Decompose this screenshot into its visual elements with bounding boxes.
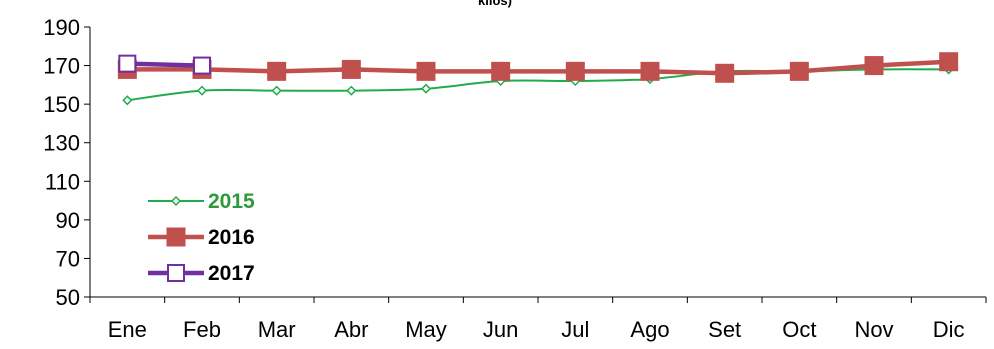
legend-label: 2017 <box>208 262 255 285</box>
x-tick-label: Mar <box>258 317 296 342</box>
y-tick-label: 130 <box>43 131 80 156</box>
series-2017 <box>118 54 211 75</box>
x-tick-label: Feb <box>183 317 221 342</box>
data-point-2016-Jul <box>565 61 585 81</box>
data-point-2015-Mar <box>271 85 282 96</box>
x-tick-label: Oct <box>782 317 816 342</box>
y-tick-label: 150 <box>43 92 80 117</box>
axes: 50 70 90 110 130 150 170 190 Ene Feb Mar Abr May Jun J… <box>43 15 987 342</box>
legend: 2015 2016 2017 <box>148 190 255 285</box>
series-line-2015 <box>126 68 950 102</box>
legend-item-2016: 2016 <box>148 226 255 249</box>
legend-label: 2016 <box>208 226 255 249</box>
y-tick-label: 70 <box>56 246 80 271</box>
series-line-2016 <box>125 59 951 76</box>
y-tick-label: 190 <box>43 15 80 40</box>
legend-swatch-marker <box>166 227 186 247</box>
legend-item-2015: 2015 <box>148 190 255 213</box>
x-tick-label: Ene <box>108 317 147 342</box>
x-tick-label: Dic <box>933 317 965 342</box>
x-tick-label: Abr <box>334 317 368 342</box>
data-point-2016-Mar <box>267 61 287 81</box>
data-point-2016-Set <box>715 63 735 83</box>
data-point-2015-Ene <box>122 95 133 106</box>
x-tick-label: Jul <box>561 317 589 342</box>
x-tick-label: Nov <box>854 317 893 342</box>
y-tick-label: 110 <box>45 169 80 194</box>
data-point-2015-Abr <box>346 85 357 96</box>
data-point-2016-Dic <box>939 52 959 72</box>
x-tick-label: Set <box>708 317 741 342</box>
data-point-2016-May <box>416 61 436 81</box>
data-point-2015-Feb <box>196 85 208 96</box>
data-point-2016-Ago <box>640 61 660 81</box>
x-tick-label: Jun <box>483 317 518 342</box>
legend-swatch-marker <box>170 195 182 207</box>
legend-item-2017: 2017 <box>148 262 255 285</box>
series-layer <box>117 52 959 106</box>
x-tick-label: May <box>405 317 447 342</box>
data-point-2016-Jun <box>491 61 511 81</box>
series-line-2017 <box>125 61 205 68</box>
legend-label: 2015 <box>208 190 255 213</box>
legend-swatch-marker <box>167 264 185 282</box>
data-point-2015-May <box>420 83 432 94</box>
y-tick-label: 170 <box>43 54 80 79</box>
y-tick-label: 90 <box>56 208 80 233</box>
y-tick-label: 50 <box>56 285 80 310</box>
data-point-2016-Nov <box>864 56 884 76</box>
data-point-2016-Oct <box>789 61 809 81</box>
chart-title: kilos) <box>478 0 512 8</box>
series-2016 <box>117 52 959 83</box>
data-point-2017-Ene <box>118 54 137 73</box>
x-tick-label: Ago <box>630 317 669 342</box>
data-point-2016-Abr <box>341 59 361 79</box>
data-point-2017-Feb <box>193 56 211 75</box>
